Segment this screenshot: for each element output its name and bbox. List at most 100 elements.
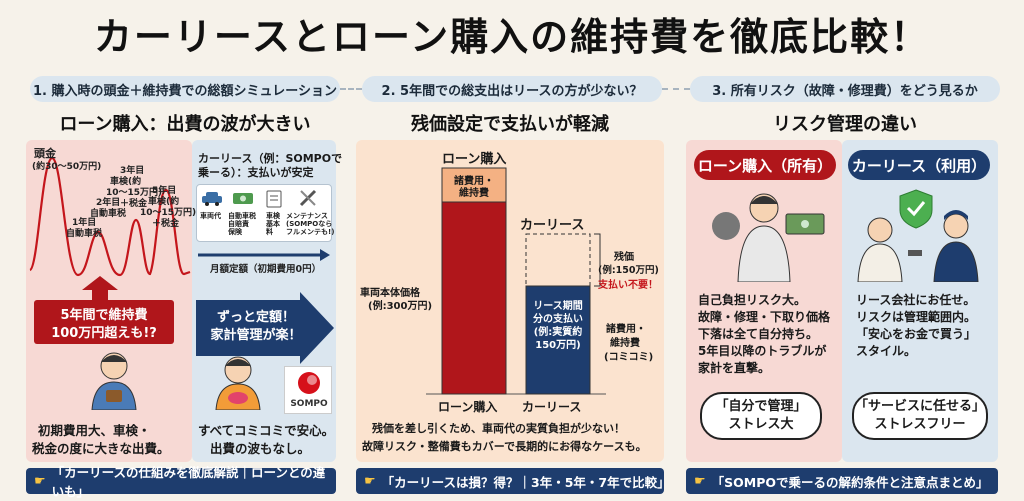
- col2-footer-link[interactable]: ☛ 「カーリースは損？得？｜3年・5年・7年で比較」: [356, 468, 670, 494]
- red-callout-line-2: 100万円超えも!?: [51, 326, 157, 341]
- broken-part-icon: [712, 212, 740, 240]
- vehicle-price-label-1: 車両本体価格: [360, 288, 420, 299]
- loan-cap-label-2: 維持費: [459, 188, 489, 199]
- loan-risk-text-3: 下落は全て自分持ち。: [698, 327, 819, 341]
- fees-label-2: 維持費: [610, 338, 640, 349]
- lease-bar-label-4: 150万円): [535, 340, 581, 351]
- page-title: カーリースとローン購入の維持費を徹底比較！: [93, 15, 931, 59]
- col1-footer-link[interactable]: ☛ 「カーリースの仕組みを徹底解説｜ローンとの違いも」: [26, 465, 336, 499]
- loan-bubble-line-1: 「自分で管理」: [715, 399, 807, 414]
- loan-expense-wave: [28, 156, 191, 277]
- up-arrow-icon: [82, 276, 118, 300]
- residual-label-3: 支払い不要！: [598, 280, 658, 291]
- step-divider: [340, 88, 362, 90]
- worried-person-illustration: [91, 352, 137, 410]
- lease-bar-label-3: (例:実質約: [533, 327, 583, 338]
- wave-label-y3d: ＋税金: [120, 199, 148, 209]
- lease-risk-text-3: 「安心をお金で買う」: [856, 327, 977, 341]
- lease-blue-arrow-callout: [196, 292, 334, 364]
- x-label-lease: カーリース: [522, 400, 582, 414]
- money-icon: [232, 190, 254, 210]
- red-callout-line-1: 5年間で維持費: [60, 308, 148, 323]
- lease-bubble-line-2: ストレスフリー: [874, 417, 966, 432]
- wave-label-y2: 2年目: [96, 198, 121, 208]
- pointing-hand-icon: ☛: [694, 473, 706, 489]
- wave-label-y3b: 車検(約: [110, 177, 142, 187]
- wave-label-y1b: 自動車税: [66, 229, 103, 239]
- lease-top-label: カーリース: [520, 218, 585, 233]
- col3-footer-link[interactable]: ☛ 「SOMPOで乗ーるの解約条件と注意点まとめ」: [686, 468, 998, 494]
- sompo-logo-text: SOMPO: [290, 399, 328, 409]
- col2-footer-text: 「カーリースは損？得？｜3年・5年・7年で比較」: [381, 474, 670, 490]
- loan-bubble-line-2: ストレス大: [728, 417, 794, 432]
- chart-note-2: 故障リスク・整備費もカバーで長期的にお得なケースも。: [362, 440, 647, 453]
- wave-label-y1: 1年目: [72, 218, 97, 228]
- step-divider: [662, 88, 690, 90]
- blue-callout-line-1: ずっと定額！: [216, 310, 295, 325]
- key-icon: [908, 250, 922, 256]
- residual-label-1: 残価: [614, 252, 634, 263]
- lease-risk-text-1: リース会社にお任せ。: [856, 293, 976, 307]
- sompo-logo: SOMPO: [284, 366, 332, 414]
- step-2-label: 2. 5年間での総支出はリースの方が少ない？: [362, 76, 662, 102]
- loan-repair-illustration: [712, 193, 825, 282]
- blue-callout-line-2: 家計管理が楽！: [210, 328, 302, 343]
- col3-heading: リスク管理の違い: [773, 114, 917, 135]
- wave-path: [28, 156, 191, 277]
- fees-label-3: (コミコミ): [604, 352, 654, 363]
- car-icon: [200, 190, 230, 210]
- lease-title-1: カーリース（例：SOMPOで: [198, 152, 343, 165]
- loan-risk-text-4: 5年目以降のトラブルが: [698, 344, 827, 358]
- loan-caption-2: 税金の度に大きな出費。: [32, 441, 170, 456]
- step-1-label: 1. 購入時の頭金＋維持費での総額シミュレーション: [30, 76, 340, 102]
- bar-chart: [426, 167, 606, 395]
- step-3-label: 3. 所有リスク（故障・修理費）をどう見るか: [690, 76, 1000, 102]
- lease-bubble-line-1: 「サービスに任せる」: [854, 399, 985, 414]
- lease-caption-2: 出費の波もなし。: [210, 441, 311, 456]
- lease-bar-payment: [525, 285, 591, 395]
- loan-bar-vehicle: [441, 201, 507, 395]
- wave-label-y5b: 車検(約: [148, 197, 180, 207]
- pointing-hand-icon: ☛: [34, 473, 46, 489]
- lease-usage-badge: カーリース（利用）: [848, 150, 990, 180]
- happy-person-illustration: [215, 356, 261, 410]
- residual-label-2: (例:150万円): [598, 265, 659, 276]
- wave-label-down: 頭金: [34, 147, 56, 160]
- lease-item-1: 車両代: [200, 212, 221, 220]
- loan-bar-fees: [441, 167, 507, 203]
- lease-item-4: メンテナンス (SOMPOなら フルメンテも!): [286, 212, 335, 236]
- chart-note-1: 残価を差し引くため、車両代の実質負担が少ない！: [372, 422, 625, 435]
- wave-label-y5: 5年目: [152, 186, 177, 196]
- lease-bar-label-1: リース期間: [533, 301, 583, 312]
- loan-top-label: ローン購入: [442, 152, 507, 167]
- vehicle-price-label-2: (例:300万円): [368, 301, 433, 312]
- wave-label-y3: 3年目: [120, 166, 145, 176]
- shield-check-icon: [899, 189, 933, 229]
- loan-risk-text-5: 家計を直撃。: [698, 361, 771, 375]
- wrench-icon: [298, 188, 318, 212]
- lease-stress-bubble: 「サービスに任せる」 ストレスフリー: [852, 392, 988, 440]
- bar-chart-panel: [356, 140, 664, 462]
- loan-cap-label-1: 諸費用・: [454, 176, 494, 187]
- monthly-flat-arrow: [198, 249, 330, 261]
- wave-label-down-range: (約30〜50万円): [32, 162, 102, 172]
- wave-label-y3c: 10〜15万円): [106, 188, 163, 198]
- col2-heading: 残価設定で支払いが軽減: [411, 114, 609, 135]
- lease-bar-residual: [525, 233, 591, 287]
- col1-footer-text: 「カーリースの仕組みを徹底解説｜ローンとの違いも」: [51, 465, 326, 499]
- lease-risk-text-4: スタイル。: [856, 344, 917, 358]
- loan-red-callout: [34, 300, 174, 344]
- lease-item-2: 自動車税 自賠責 保険: [228, 212, 256, 236]
- lease-risk-text-2: リスクは管理範囲内。: [856, 310, 977, 324]
- fees-label-1: 諸費用・: [606, 324, 646, 335]
- x-label-loan: ローン購入: [438, 400, 498, 414]
- loan-stress-bubble: 「自分で管理」 ストレス大: [700, 392, 822, 440]
- wave-label-y2b: 自動車税: [90, 209, 127, 219]
- residual-bracket: [594, 233, 601, 287]
- col3-footer-text: 「SOMPOで乗ーるの解約条件と注意点まとめ」: [711, 474, 989, 490]
- monthly-label: 月額定額（初期費用0円）: [210, 264, 322, 275]
- lease-caption-1: すべてコミコミで安心。: [198, 423, 335, 438]
- wave-label-y5d: ＋税金: [152, 219, 180, 229]
- document-icon: [266, 190, 282, 212]
- wave-label-y5c: 10〜15万円): [140, 208, 197, 218]
